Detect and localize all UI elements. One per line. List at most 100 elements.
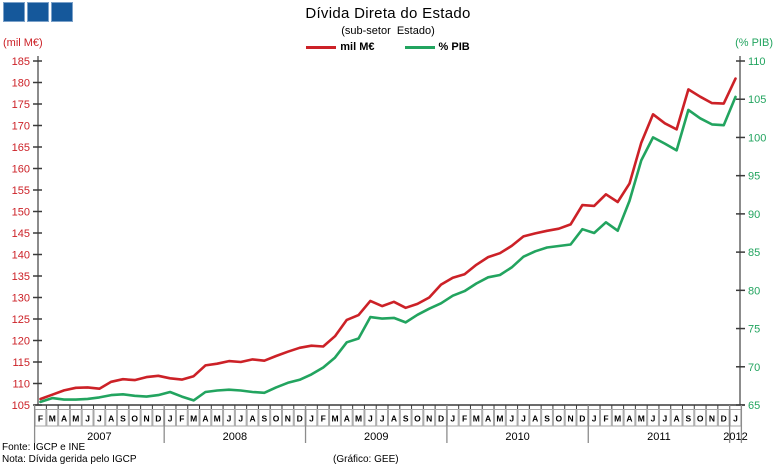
month-label: O xyxy=(555,414,562,424)
month-label: M xyxy=(331,414,338,424)
left-tick-label: 115 xyxy=(12,357,30,369)
month-label: M xyxy=(72,414,79,424)
year-label: 2008 xyxy=(223,431,247,443)
month-label: J xyxy=(521,414,526,424)
month-label: J xyxy=(380,414,385,424)
month-label: J xyxy=(662,414,667,424)
month-label: D xyxy=(297,414,303,424)
month-label: A xyxy=(485,414,491,424)
month-label: M xyxy=(49,414,56,424)
logo-square xyxy=(51,2,73,22)
left-tick-label: 150 xyxy=(12,207,30,219)
footer-source: Fonte: IGCP e INE xyxy=(2,442,86,453)
month-label: M xyxy=(190,414,197,424)
page-title: Dívida Direta do Estado xyxy=(305,5,471,22)
legend-label: % PIB xyxy=(438,41,470,53)
title-block: Dívida Direta do Estado (sub-setor Estad… xyxy=(0,5,776,37)
month-label: F xyxy=(38,414,43,424)
left-tick-label: 175 xyxy=(12,99,30,111)
left-axis-title: (mil M€) xyxy=(3,37,43,49)
right-axis-title: (% PIB) xyxy=(735,37,773,49)
month-label: M xyxy=(496,414,503,424)
month-label: J xyxy=(238,414,243,424)
month-label: S xyxy=(403,414,409,424)
month-label: J xyxy=(168,414,173,424)
left-tick-label: 105 xyxy=(12,400,30,412)
right-tick-label: 100 xyxy=(748,132,766,144)
right-tick-label: 80 xyxy=(748,285,760,297)
month-label: J xyxy=(509,414,514,424)
right-tick-label: 75 xyxy=(748,324,760,336)
month-label: A xyxy=(202,414,208,424)
left-tick-label: 145 xyxy=(12,228,30,240)
right-tick-label: 65 xyxy=(748,400,760,412)
month-label: F xyxy=(321,414,326,424)
left-tick-label: 125 xyxy=(12,314,30,326)
month-label: D xyxy=(438,414,444,424)
year-label: 2012 xyxy=(723,431,747,443)
month-label: M xyxy=(638,414,645,424)
year-label: 2011 xyxy=(647,431,671,443)
left-tick-label: 120 xyxy=(12,336,30,348)
month-label: M xyxy=(473,414,480,424)
footer-credit: (Gráfico: GEE) xyxy=(333,454,399,465)
right-tick-label: 85 xyxy=(748,247,760,259)
month-label: S xyxy=(261,414,267,424)
month-label: A xyxy=(532,414,538,424)
legend-line-red-icon xyxy=(306,45,337,49)
month-label: D xyxy=(579,414,585,424)
left-tick-label: 170 xyxy=(12,121,30,133)
gee-logo xyxy=(3,2,73,22)
month-label: O xyxy=(273,414,280,424)
month-label: J xyxy=(97,414,102,424)
month-label: J xyxy=(309,414,314,424)
legend-line-green-icon xyxy=(404,45,435,49)
legend-item-pib: % PIB xyxy=(404,41,470,53)
month-label: O xyxy=(697,414,704,424)
legend-label: mil M€ xyxy=(340,41,375,53)
month-label: S xyxy=(120,414,126,424)
month-label: M xyxy=(355,414,362,424)
month-label: N xyxy=(709,414,715,424)
chart-legend: mil M€ % PIB xyxy=(0,41,776,53)
month-label: A xyxy=(61,414,67,424)
right-tick-label: 70 xyxy=(748,362,760,374)
year-label: 2007 xyxy=(87,431,111,443)
right-tick-label: 105 xyxy=(748,94,766,106)
page-subtitle: (sub-setor Estado) xyxy=(341,25,435,37)
month-label: J xyxy=(651,414,656,424)
left-tick-label: 135 xyxy=(12,271,30,283)
left-tick-label: 165 xyxy=(12,142,30,154)
month-label: S xyxy=(686,414,692,424)
series-line-mil-me xyxy=(39,77,737,401)
month-label: N xyxy=(568,414,574,424)
month-label: J xyxy=(450,414,455,424)
left-tick-label: 180 xyxy=(12,78,30,90)
month-label: J xyxy=(368,414,373,424)
month-label: F xyxy=(462,414,467,424)
month-label: A xyxy=(249,414,255,424)
month-label: D xyxy=(721,414,727,424)
month-label: O xyxy=(414,414,421,424)
month-label: S xyxy=(544,414,550,424)
month-label: N xyxy=(285,414,291,424)
month-label: J xyxy=(85,414,90,424)
left-tick-label: 140 xyxy=(12,250,30,262)
month-label: M xyxy=(214,414,221,424)
month-label: A xyxy=(626,414,632,424)
left-tick-label: 160 xyxy=(12,164,30,176)
month-label: A xyxy=(108,414,114,424)
month-label: F xyxy=(179,414,184,424)
footer-notes: Fonte: IGCP e INE Nota: Dívida gerida pe… xyxy=(2,442,137,466)
legend-item-mil-me: mil M€ xyxy=(306,41,375,53)
year-label: 2010 xyxy=(505,431,529,443)
month-label: M xyxy=(614,414,621,424)
left-tick-label: 130 xyxy=(12,293,30,305)
month-label: J xyxy=(592,414,597,424)
month-label: D xyxy=(155,414,161,424)
month-label: N xyxy=(143,414,149,424)
month-label: J xyxy=(227,414,232,424)
logo-square xyxy=(27,2,49,22)
